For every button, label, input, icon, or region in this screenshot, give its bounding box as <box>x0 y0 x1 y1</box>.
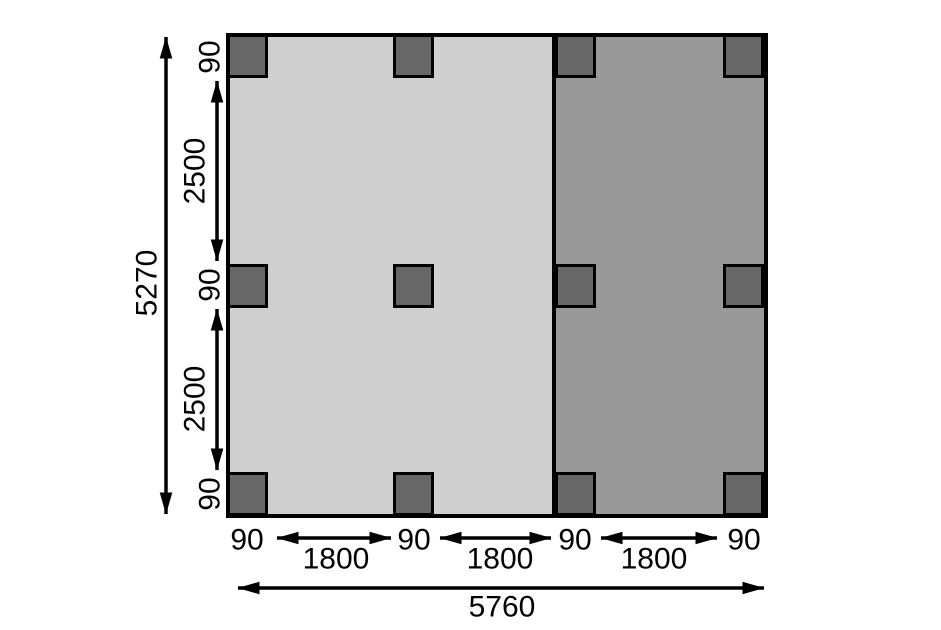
dim-label-bay-1: 1800 <box>467 543 534 576</box>
dim-label-height-seg-top-90: 90 <box>194 40 227 73</box>
post-top-mid <box>393 34 434 78</box>
dim-label-width-post-1: 90 <box>397 524 430 557</box>
post-bottom-divider <box>555 472 596 516</box>
post-mid-right <box>723 264 764 308</box>
post-top-right <box>723 34 764 78</box>
dim-label-upper-2500: 2500 <box>179 138 212 205</box>
dim-label-height-total: 5270 <box>131 250 164 317</box>
dim-label-width-total: 5760 <box>469 591 536 624</box>
deck-section-left <box>228 35 554 516</box>
dim-label-bay-2: 1800 <box>621 543 688 576</box>
post-bottom-left <box>227 472 268 516</box>
post-bottom-right <box>723 472 764 516</box>
post-top-divider <box>555 34 596 78</box>
post-mid-mid <box>393 264 434 308</box>
dim-label-bay-0: 1800 <box>303 543 370 576</box>
post-top-left <box>227 34 268 78</box>
dim-label-height-seg-mid-90: 90 <box>194 268 227 301</box>
post-mid-divider <box>555 264 596 308</box>
post-mid-left <box>227 264 268 308</box>
dim-label-width-post-2: 90 <box>558 524 591 557</box>
dim-label-width-post-3: 90 <box>727 524 760 557</box>
post-bottom-mid <box>393 472 434 516</box>
dim-label-lower-2500: 2500 <box>179 366 212 433</box>
dim-label-height-seg-bottom-90: 90 <box>194 477 227 510</box>
dim-label-width-post-0: 90 <box>230 524 263 557</box>
plan-outline <box>226 33 768 518</box>
